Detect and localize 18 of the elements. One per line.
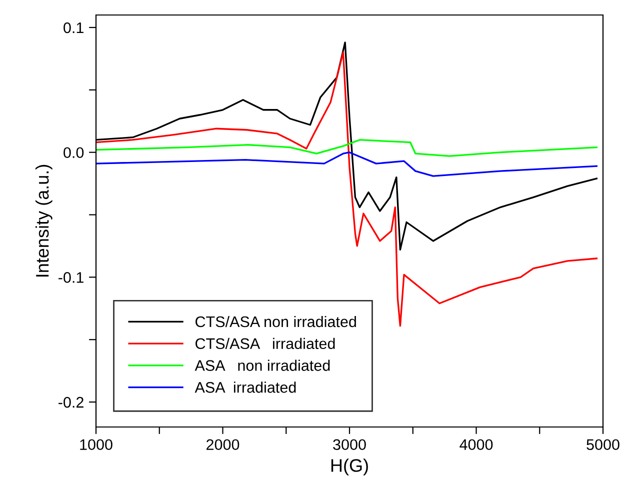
line-series bbox=[96, 139, 598, 157]
y-tick-label: 0.1 bbox=[64, 22, 84, 34]
y-tick-label: -0.1 bbox=[58, 272, 84, 283]
x-axis-title: H(G) bbox=[331, 458, 368, 476]
x-tick-label: 3000 bbox=[333, 439, 366, 450]
x-tick-label: 5000 bbox=[586, 439, 620, 450]
x-tick-label: 2000 bbox=[206, 439, 240, 450]
y-tick-label: 0.0 bbox=[64, 147, 84, 158]
legend-label: CTS/ASA non irradiated bbox=[196, 316, 356, 328]
y-tick-label: -0.2 bbox=[58, 396, 84, 408]
legend-label: CTS/ASA irradiated bbox=[196, 338, 335, 350]
line-series bbox=[96, 52, 598, 327]
x-tick-label: 4000 bbox=[460, 439, 493, 450]
legend-label: ASA non irradiated bbox=[194, 360, 330, 371]
legend-label: ASA irradiated bbox=[194, 382, 296, 393]
x-tick-label: 1000 bbox=[80, 439, 112, 450]
y-axis-title: Intensity (a.u.) bbox=[35, 164, 52, 277]
line-series bbox=[96, 152, 598, 177]
